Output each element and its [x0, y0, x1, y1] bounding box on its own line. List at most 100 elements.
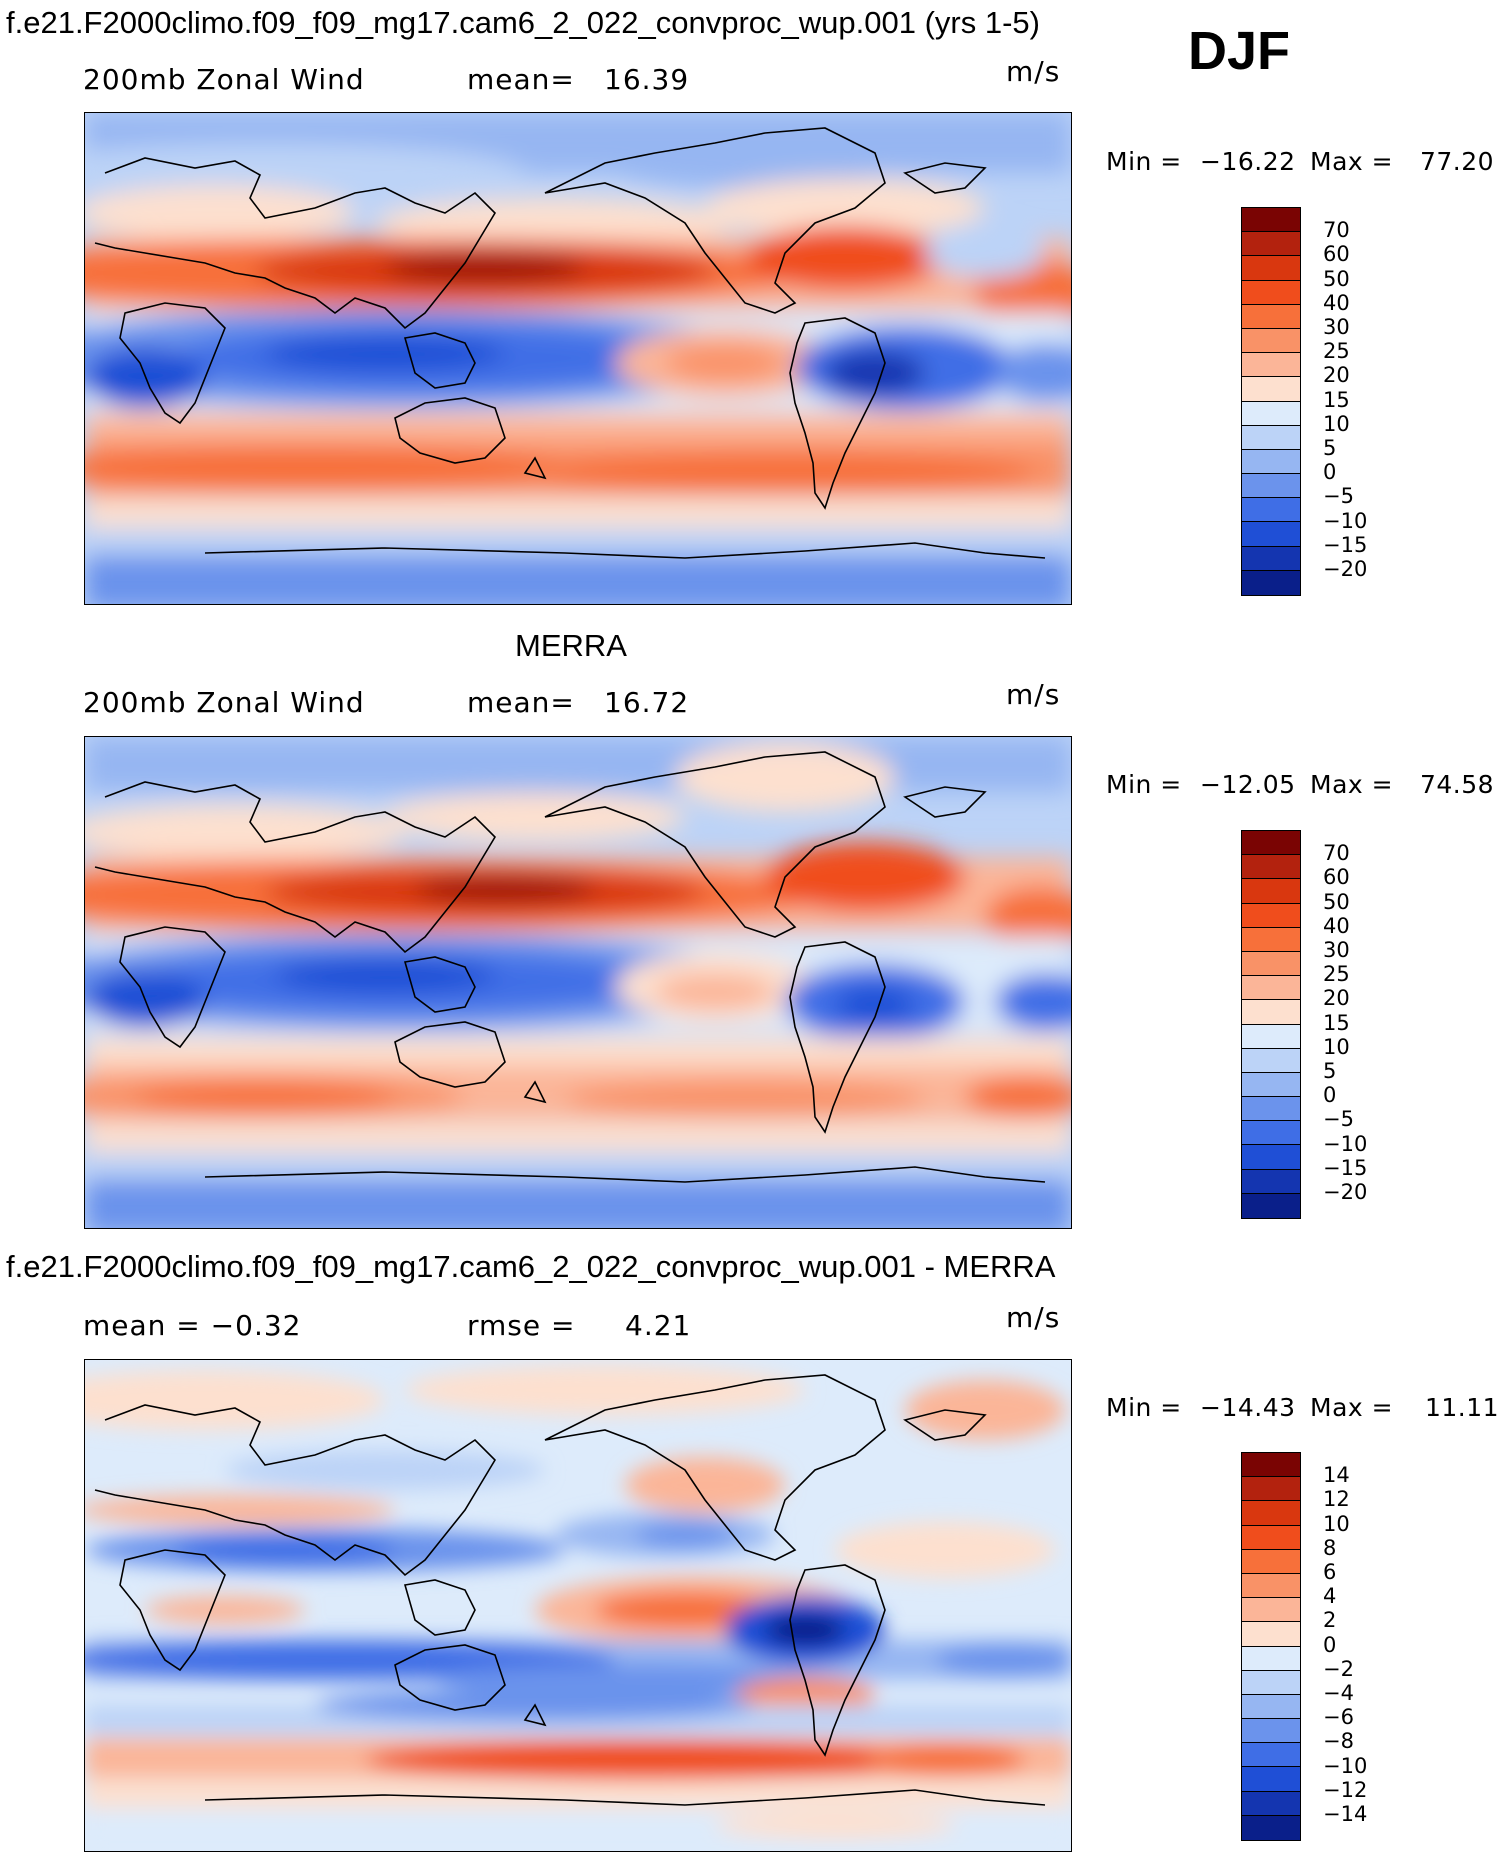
panel2-min-value: −12.05 [1200, 770, 1296, 799]
panel1-max-label: Max = [1310, 147, 1394, 176]
panel3-min-label: Min = [1106, 1393, 1182, 1422]
panel1-colorbar-swatch [1242, 522, 1300, 547]
panel2-colorbar-swatch [1242, 1024, 1300, 1049]
panel3-colorbar-swatch [1242, 1670, 1300, 1695]
panel2-units: m/s [1006, 678, 1061, 711]
panel3-title: f.e21.F2000climo.f09_f09_mg17.cam6_2_022… [6, 1249, 1056, 1284]
panel2-colorbar-tick-label: 10 [1323, 1034, 1350, 1059]
panel2-colorbar-tick-label: −5 [1323, 1107, 1354, 1132]
panel3-colorbar-swatch [1242, 1598, 1300, 1623]
panel1-colorbar-swatch [1242, 498, 1300, 523]
panel3-colorbar-tick-label: −2 [1323, 1656, 1354, 1681]
panel2-colorbar-swatch [1242, 1048, 1300, 1073]
panel2-colorbar-swatch [1242, 1000, 1300, 1025]
panel3-colorbar-tick-label: 10 [1323, 1511, 1350, 1536]
panel1-colorbar-swatch [1242, 546, 1300, 571]
panel3-max-label: Max = [1310, 1393, 1394, 1422]
panel3-colorbar-swatch [1242, 1622, 1300, 1647]
panel1-colorbar-swatches [1241, 207, 1301, 596]
panel2-mean-label: mean= [467, 686, 575, 719]
panel1-variable-label: 200mb Zonal Wind [83, 63, 365, 96]
panel3-colorbar-tick-label: 6 [1323, 1560, 1337, 1584]
panel2-colorbar-swatch [1242, 831, 1300, 856]
panel1-contour-field [85, 113, 1071, 604]
panel1-mean-label: mean= [467, 63, 575, 96]
panel1-min-value: −16.22 [1200, 147, 1296, 176]
panel1-colorbar-tick-label: 10 [1323, 411, 1350, 436]
panel2-colorbar-swatch [1242, 927, 1300, 952]
panel1-colorbar-tick-label: 25 [1323, 339, 1350, 364]
panel2-colorbar-swatch [1242, 1193, 1300, 1218]
panel3-coastlines [94, 1374, 1046, 1806]
panel1-colorbar-swatch [1242, 232, 1300, 257]
panel1-coastlines [94, 127, 1046, 559]
panel1-colorbar-swatch [1242, 280, 1300, 305]
panel1-map [84, 112, 1072, 605]
panel1-colorbar-tick-label: 70 [1323, 218, 1350, 243]
panel3-colorbar-swatch [1242, 1501, 1300, 1526]
panel3-colorbar-swatch [1242, 1573, 1300, 1599]
panel2-colorbar-tick-label: −15 [1323, 1155, 1368, 1180]
panel3-map [84, 1359, 1072, 1852]
panel3-colorbar-tick-label: 2 [1323, 1608, 1337, 1633]
panel2-max-label: Max = [1310, 770, 1394, 799]
panel2-colorbar-tick-label: 60 [1323, 865, 1350, 890]
panel2-colorbar-tick-label: 30 [1323, 938, 1350, 962]
panel2-colorbar-tick-label: 15 [1323, 1010, 1350, 1035]
panel2-coastlines [94, 751, 1046, 1183]
panel2-colorbar-tick-label: 40 [1323, 913, 1350, 938]
panel3-rmse-label: rmse = [467, 1309, 576, 1342]
panel3-max-value: 11.11 [1425, 1393, 1500, 1422]
panel2-colorbar-tick-label: 25 [1323, 962, 1350, 987]
panel3-colorbar-swatch [1242, 1791, 1300, 1816]
panel1-colorbar-tick-label: 50 [1323, 266, 1350, 291]
panel1-colorbar-tick-label: 15 [1323, 387, 1350, 412]
panel2-colorbar-tick-label: 50 [1323, 889, 1350, 914]
panel3-mean-text: mean = −0.32 [83, 1309, 302, 1342]
panel3-colorbar-tick-label: 8 [1323, 1535, 1337, 1560]
panel1-colorbar-tick-label: −20 [1323, 557, 1368, 581]
panel3-colorbar-swatches [1241, 1452, 1301, 1841]
panel2-colorbar-swatch [1242, 1097, 1300, 1122]
panel3-colorbar-swatch [1242, 1767, 1300, 1792]
panel2-colorbar-swatch [1242, 855, 1300, 880]
panel1-colorbar-tick-label: 60 [1323, 242, 1350, 267]
panel2-colorbar-tick-label: 70 [1323, 841, 1350, 866]
panel3-colorbar-swatch [1242, 1477, 1300, 1502]
panel1-colorbar-tick-label: 5 [1323, 436, 1337, 460]
panel2-colorbar-swatch [1242, 1169, 1300, 1194]
panel3-colorbar-tick-label: 4 [1323, 1584, 1337, 1609]
panel2-colorbar-tick-label: 5 [1323, 1059, 1337, 1083]
panel1-colorbar-swatch [1242, 425, 1300, 450]
panel3-colorbar-swatch [1242, 1719, 1300, 1744]
panel1-colorbar-swatch [1242, 401, 1300, 426]
panel2-colorbar-tick-label: 20 [1323, 986, 1350, 1011]
panel3-colorbar-swatch [1242, 1815, 1300, 1840]
panel3-colorbar-tick-label: −8 [1323, 1729, 1354, 1754]
panel2-min-label: Min = [1106, 770, 1182, 799]
panel3-colorbar-swatch [1242, 1646, 1300, 1671]
panel1-colorbar-swatch [1242, 570, 1300, 595]
panel1-colorbar-tick-label: −5 [1323, 484, 1354, 509]
panel1-colorbar-tick-label: 0 [1323, 460, 1337, 485]
panel3-colorbar-swatch [1242, 1743, 1300, 1768]
panel3-colorbar-tick-label: −14 [1323, 1802, 1368, 1826]
panel2-contour-field [85, 737, 1071, 1228]
model-title: f.e21.F2000climo.f09_f09_mg17.cam6_2_022… [6, 5, 1040, 40]
panel3-colorbar-tick-label: −6 [1323, 1705, 1354, 1730]
panel2-colorbar-swatch [1242, 903, 1300, 928]
panel1-mean-value: 16.39 [604, 63, 690, 96]
panel2-colorbar-swatch [1242, 879, 1300, 904]
panel1-max-value: 77.20 [1420, 147, 1495, 176]
panel1-colorbar-tick-label: 40 [1323, 290, 1350, 315]
panel2-colorbar-swatch [1242, 1072, 1300, 1098]
panel1-colorbar-swatch [1242, 208, 1300, 233]
panel3-colorbar-tick-label: 0 [1323, 1632, 1337, 1657]
panel1-colorbar-swatch [1242, 304, 1300, 329]
panel3-colorbar-tick-label: −10 [1323, 1753, 1368, 1778]
panel1-units: m/s [1006, 55, 1061, 88]
season-label: DJF [1188, 21, 1291, 81]
panel2-max-value: 74.58 [1420, 770, 1495, 799]
panel2-mean-value: 16.72 [604, 686, 690, 719]
panel3-contour-field [85, 1360, 1071, 1851]
